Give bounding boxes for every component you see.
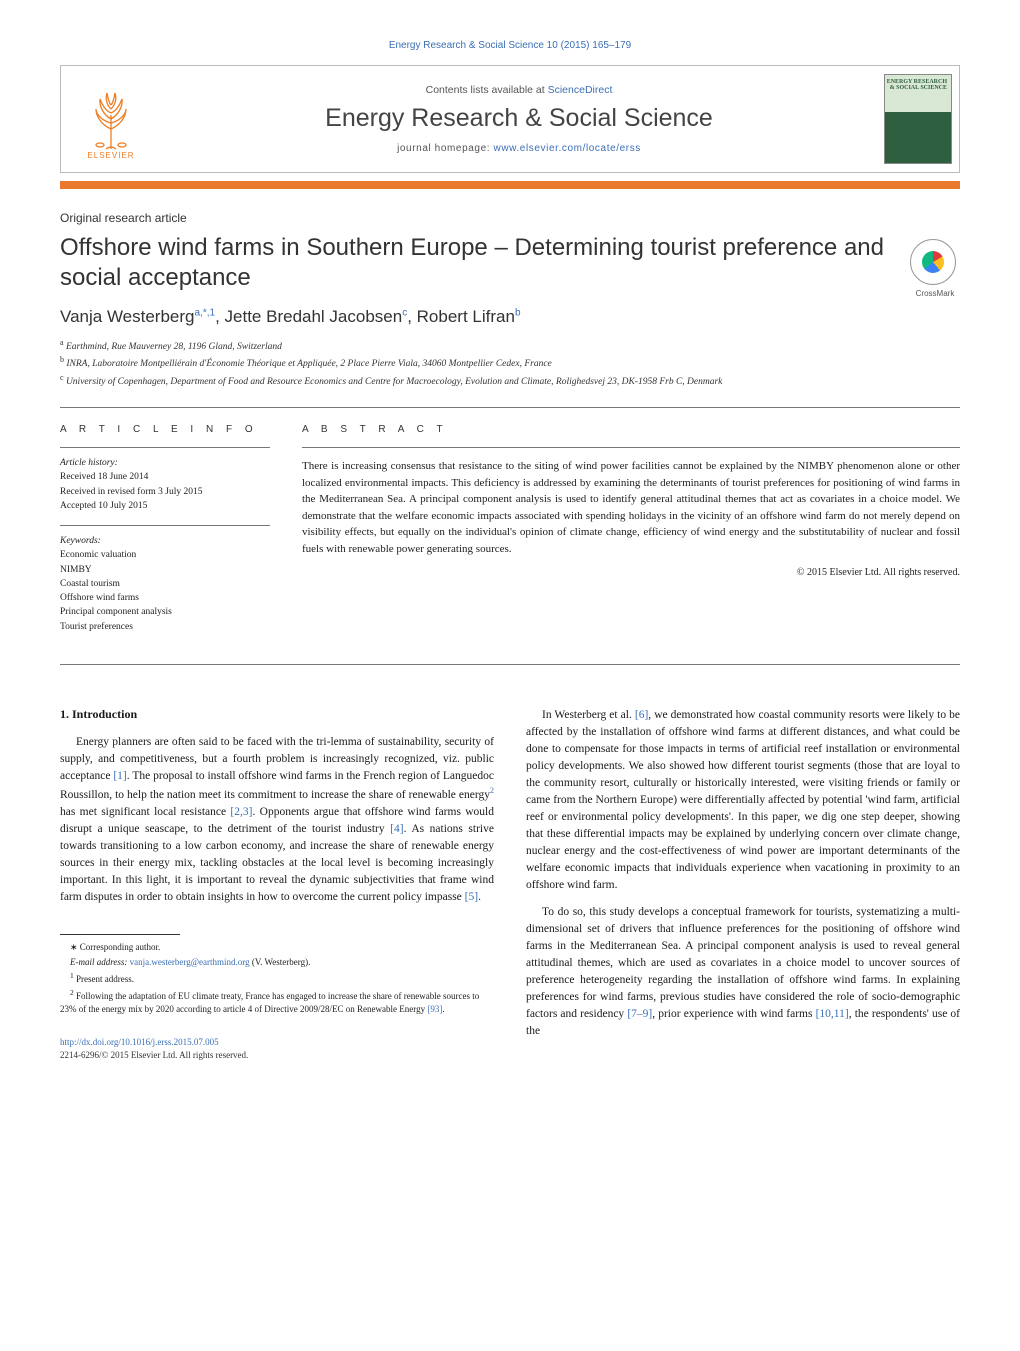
kw-5: Tourist preferences bbox=[60, 620, 270, 634]
affil-a-text: Earthmind, Rue Mauverney 28, 1196 Gland,… bbox=[66, 342, 282, 352]
abstract-copyright: © 2015 Elsevier Ltd. All rights reserved… bbox=[302, 567, 960, 578]
article-title: Offshore wind farms in Southern Europe –… bbox=[60, 233, 890, 293]
p1-c: has met significant local resistance bbox=[60, 806, 230, 818]
fn-email-suffix: (V. Westerberg). bbox=[250, 957, 311, 967]
article-type: Original research article bbox=[60, 211, 960, 225]
section-1-head: 1. Introduction bbox=[60, 707, 494, 722]
cite-5[interactable]: [5] bbox=[465, 891, 478, 903]
author-3: Robert Lifran bbox=[417, 307, 515, 326]
body-columns: 1. Introduction Energy planners are ofte… bbox=[60, 707, 960, 1061]
info-abstract-row: A R T I C L E I N F O Article history: R… bbox=[60, 408, 960, 664]
publisher-name: ELSEVIER bbox=[87, 151, 134, 159]
journal-cover-icon: ENERGY RESEARCH & SOCIAL SCIENCE bbox=[884, 74, 952, 164]
keywords-label: Keywords: bbox=[60, 536, 101, 546]
issn-line: 2214-6296/© 2015 Elsevier Ltd. All right… bbox=[60, 1049, 494, 1062]
history-accepted: Accepted 10 July 2015 bbox=[60, 499, 270, 513]
footnote-rule bbox=[60, 934, 180, 935]
homepage-label: journal homepage: bbox=[397, 143, 493, 154]
fn-2: 2 Following the adaptation of EU climate… bbox=[60, 988, 494, 1016]
crossmark-icon bbox=[910, 239, 956, 285]
running-head-link[interactable]: Energy Research & Social Science 10 (201… bbox=[389, 40, 631, 51]
cover-thumb-cell: ENERGY RESEARCH & SOCIAL SCIENCE bbox=[877, 66, 959, 172]
elsevier-tree-icon: ELSEVIER bbox=[76, 79, 146, 159]
fn-email: E-mail address: vanja.westerberg@earthmi… bbox=[60, 956, 494, 969]
page-root: Energy Research & Social Science 10 (201… bbox=[0, 0, 1020, 1111]
authors-line: Vanja Westerberga,*,1, Jette Bredahl Jac… bbox=[60, 307, 960, 327]
sciencedirect-link[interactable]: ScienceDirect bbox=[548, 84, 613, 96]
kw-1: NIMBY bbox=[60, 563, 270, 577]
right-p2: To do so, this study develops a conceptu… bbox=[526, 904, 960, 1040]
fn-2-a: Following the adaptation of EU climate t… bbox=[60, 991, 479, 1014]
right-p1: In Westerberg et al. [6], we demonstrate… bbox=[526, 707, 960, 894]
affil-c: c University of Copenhagen, Department o… bbox=[60, 372, 960, 389]
publisher-logo-cell: ELSEVIER bbox=[61, 66, 161, 172]
rp2-b: , prior experience with wind farms bbox=[652, 1008, 815, 1020]
author-2-affil: c bbox=[402, 307, 407, 318]
cite-10-11[interactable]: [10,11] bbox=[816, 1008, 849, 1020]
contents-line: Contents lists available at ScienceDirec… bbox=[426, 84, 613, 96]
cite-4[interactable]: [4] bbox=[390, 823, 403, 835]
author-3-affil: b bbox=[515, 307, 521, 318]
abstract-text: There is increasing consensus that resis… bbox=[302, 448, 960, 557]
cover-title: ENERGY RESEARCH & SOCIAL SCIENCE bbox=[885, 79, 947, 91]
cite-7-9[interactable]: [7–9] bbox=[627, 1008, 652, 1020]
crossmark-widget[interactable]: CrossMark bbox=[910, 239, 960, 298]
fn-email-label: E-mail address: bbox=[70, 957, 130, 967]
history-received: Received 18 June 2014 bbox=[60, 470, 270, 484]
kw-4: Principal component analysis bbox=[60, 605, 270, 619]
rule-bottom bbox=[60, 664, 960, 665]
kw-0: Economic valuation bbox=[60, 548, 270, 562]
crossmark-label: CrossMark bbox=[910, 289, 960, 298]
contents-label: Contents lists available at bbox=[426, 84, 548, 96]
affil-a: a Earthmind, Rue Mauverney 28, 1196 Glan… bbox=[60, 337, 960, 354]
cite-6[interactable]: [6] bbox=[635, 709, 648, 721]
journal-header-center: Contents lists available at ScienceDirec… bbox=[161, 66, 877, 172]
journal-name: Energy Research & Social Science bbox=[325, 104, 713, 133]
fn-1-text: Present address. bbox=[76, 974, 134, 984]
fn-corr: ∗ * Corresponding author.Corresponding a… bbox=[60, 941, 494, 954]
doi-link[interactable]: http://dx.doi.org/10.1016/j.erss.2015.07… bbox=[60, 1037, 219, 1047]
fn-ref-2[interactable]: 2 bbox=[490, 786, 494, 795]
keywords-block: Keywords: Economic valuation NIMBY Coast… bbox=[60, 526, 270, 634]
col-left: 1. Introduction Energy planners are ofte… bbox=[60, 707, 494, 1061]
kw-2: Coastal tourism bbox=[60, 577, 270, 591]
page-footer: http://dx.doi.org/10.1016/j.erss.2015.07… bbox=[60, 1036, 494, 1061]
history-label: Article history: bbox=[60, 458, 118, 468]
cite-2-3[interactable]: [2,3] bbox=[230, 806, 252, 818]
affil-b-text: INRA, Laboratoire Montpelliérain d'Écono… bbox=[66, 360, 551, 370]
p1-f: . bbox=[478, 891, 481, 903]
history-revised: Received in revised form 3 July 2015 bbox=[60, 485, 270, 499]
kw-3: Offshore wind farms bbox=[60, 591, 270, 605]
rp1-a: In Westerberg et al. bbox=[542, 709, 635, 721]
affil-b: b INRA, Laboratoire Montpelliérain d'Éco… bbox=[60, 354, 960, 371]
intro-p1: Energy planners are often said to be fac… bbox=[60, 734, 494, 906]
cite-93[interactable]: [93] bbox=[427, 1004, 442, 1014]
title-row: Offshore wind farms in Southern Europe –… bbox=[60, 233, 960, 307]
abstract-head: A B S T R A C T bbox=[302, 424, 960, 435]
author-1: Vanja Westerberg bbox=[60, 307, 195, 326]
article-history: Article history: Received 18 June 2014 R… bbox=[60, 448, 270, 513]
rp1-b: , we demonstrated how coastal community … bbox=[526, 709, 960, 891]
author-2: Jette Bredahl Jacobsen bbox=[225, 307, 403, 326]
cite-1[interactable]: [1] bbox=[113, 770, 126, 782]
journal-header: ELSEVIER Contents lists available at Sci… bbox=[60, 65, 960, 173]
journal-homepage-link[interactable]: www.elsevier.com/locate/erss bbox=[494, 143, 641, 154]
article-info-head: A R T I C L E I N F O bbox=[60, 424, 270, 435]
footnotes: ∗ * Corresponding author.Corresponding a… bbox=[60, 941, 494, 1016]
author-email-link[interactable]: vanja.westerberg@earthmind.org bbox=[130, 957, 250, 967]
rp2-a: To do so, this study develops a conceptu… bbox=[526, 906, 960, 1020]
abstract-col: A B S T R A C T There is increasing cons… bbox=[302, 424, 960, 646]
orange-divider-bar bbox=[60, 181, 960, 189]
affil-c-text: University of Copenhagen, Department of … bbox=[66, 377, 722, 387]
article-info-col: A R T I C L E I N F O Article history: R… bbox=[60, 424, 270, 646]
running-head: Energy Research & Social Science 10 (201… bbox=[60, 40, 960, 51]
author-1-affil: a,*,1 bbox=[195, 307, 216, 318]
affiliations: a Earthmind, Rue Mauverney 28, 1196 Glan… bbox=[60, 337, 960, 389]
col-right: In Westerberg et al. [6], we demonstrate… bbox=[526, 707, 960, 1061]
homepage-line: journal homepage: www.elsevier.com/locat… bbox=[397, 143, 641, 154]
fn-1: 1 Present address. bbox=[60, 971, 494, 986]
fn-2-b: . bbox=[442, 1004, 444, 1014]
